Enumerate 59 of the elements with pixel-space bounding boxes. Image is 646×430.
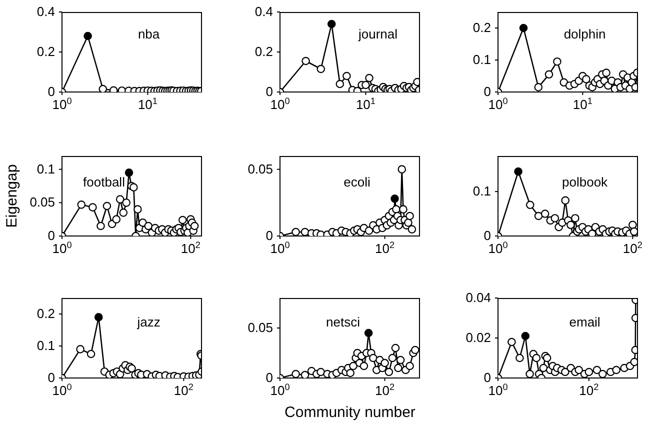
text: football [83, 174, 125, 190]
y-tick-label: 0.1 [472, 52, 491, 67]
x-tick-label: 10$^{2}$ [375, 382, 395, 398]
x-tick-label: 10$^{0}$ [270, 382, 290, 398]
point [602, 68, 610, 77]
y-tick-label: 0.05 [248, 320, 273, 335]
y-tick-label: 0 [266, 228, 273, 243]
y-tick-label: 0.04 [466, 290, 491, 305]
text: journal [358, 26, 398, 42]
x-tick-label: 10$^{1}$ [356, 96, 376, 112]
x-tick-label: 10$^{2}$ [375, 240, 395, 256]
y-tick-label: 0.4 [254, 4, 273, 19]
y-tick-label: 0 [484, 84, 491, 99]
text: nba [138, 26, 160, 42]
y-tick-label: 0.2 [36, 306, 55, 321]
y-tick-label: 0 [266, 84, 273, 99]
y-tick-label: 0 [484, 370, 491, 385]
y-tick-label: 0 [48, 370, 55, 385]
y-tick-label: 0.4 [36, 4, 55, 19]
x-tick-label: 10$^{0}$ [488, 96, 508, 112]
y-tick-label: 0 [266, 370, 273, 385]
x-tick-label: 10$^{0}$ [488, 240, 508, 256]
x-tick-label: 10$^{0}$ [270, 96, 290, 112]
y-tick-label: 0.02 [466, 330, 491, 345]
x-tick-label: 10$^{1}$ [138, 96, 158, 112]
x-tick-label: 10$^{0}$ [52, 240, 72, 256]
y-tick-label: 0 [48, 228, 55, 243]
y-tick-label: 0.2 [254, 44, 273, 59]
y-tick-label: 0.1 [472, 184, 491, 199]
x-tick-label: 10$^{2}$ [622, 240, 642, 256]
x-tick-label: 10$^{2}$ [579, 382, 599, 398]
y-tick-label: 0 [484, 228, 491, 243]
y-tick-label: 0.05 [248, 161, 273, 176]
text: jazz [137, 314, 160, 330]
point [588, 230, 596, 236]
y-tick-label: 0.2 [36, 44, 55, 59]
y-tick-label: 0.2 [472, 20, 491, 35]
point [628, 220, 637, 230]
text: dolphin [564, 26, 606, 42]
y-tick-label: 0.1 [36, 161, 55, 176]
text: polbook [562, 174, 608, 190]
text: ecoli [344, 174, 370, 190]
point [540, 210, 550, 218]
y-tick-label: 0.05 [30, 194, 55, 210]
x-tick-label: 10$^{0}$ [52, 96, 72, 112]
y-axis-title: Eigengap [4, 164, 20, 228]
point [582, 75, 590, 84]
x-tick-label: 10$^{2}$ [174, 382, 194, 398]
x-tick-label: 10$^{0}$ [52, 382, 72, 398]
x-tick-label: 10$^{2}$ [180, 240, 200, 256]
x-axis-title: Community number [284, 404, 416, 421]
x-tick-label: 10$^{0}$ [270, 240, 290, 256]
text: email [569, 314, 600, 330]
y-tick-label: 0.1 [36, 338, 55, 353]
y-tick-label: 0 [48, 84, 55, 99]
x-tick-label: 10$^{0}$ [488, 382, 508, 398]
point [630, 227, 638, 236]
x-tick-label: 10$^{1}$ [572, 96, 592, 112]
text: netsci [326, 314, 360, 330]
